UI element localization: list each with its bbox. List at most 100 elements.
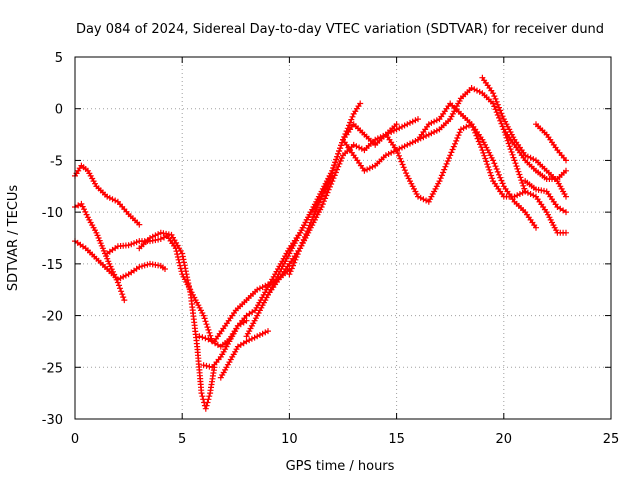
data-point-marker <box>496 104 502 111</box>
series-track-18 <box>522 178 569 216</box>
data-point-marker <box>152 232 159 239</box>
data-point-marker <box>265 328 271 335</box>
data-point-marker <box>484 161 491 168</box>
data-point-marker <box>316 199 323 206</box>
data-point-marker <box>120 294 127 301</box>
data-point-marker <box>453 137 460 144</box>
data-point-marker <box>563 167 569 174</box>
data-point-marker <box>436 178 443 185</box>
data-point-marker <box>202 318 209 325</box>
data-point-marker <box>454 135 461 141</box>
data-point-marker <box>205 326 212 333</box>
data-point-marker <box>157 236 164 242</box>
data-point-marker <box>456 129 463 136</box>
data-point-marker <box>298 242 305 249</box>
data-point-marker <box>505 140 512 147</box>
data-point-marker <box>491 160 498 167</box>
data-point-marker <box>317 196 324 203</box>
data-point-marker <box>125 242 132 249</box>
data-point-marker <box>205 396 212 403</box>
data-point-marker <box>420 196 427 203</box>
data-point-marker <box>497 117 504 124</box>
data-point-marker <box>398 158 405 165</box>
data-point-marker <box>201 315 208 322</box>
data-point-marker <box>448 149 455 156</box>
data-point-marker <box>107 263 114 270</box>
data-point-marker <box>334 153 341 160</box>
data-point-marker <box>333 156 340 163</box>
data-point-marker <box>309 216 315 223</box>
data-point-marker <box>259 284 266 291</box>
data-point-marker <box>118 288 125 295</box>
data-point-marker <box>494 101 501 108</box>
series-track-11 <box>286 121 400 278</box>
data-point-marker <box>415 193 421 200</box>
data-point-marker <box>207 332 214 339</box>
data-point-marker <box>329 178 336 185</box>
data-point-marker <box>473 132 480 139</box>
data-point-marker <box>497 174 504 181</box>
data-point-marker <box>322 195 329 202</box>
data-point-marker <box>510 154 517 161</box>
data-point-marker <box>516 171 523 178</box>
data-point-marker <box>396 152 402 159</box>
data-point-marker <box>508 149 515 155</box>
data-point-marker <box>519 189 526 196</box>
data-point-marker <box>506 143 513 150</box>
data-point-marker <box>117 285 123 292</box>
data-point-marker <box>307 219 314 226</box>
data-point-marker <box>291 259 298 266</box>
data-point-marker <box>496 171 502 178</box>
data-point-marker <box>81 206 87 213</box>
data-point-marker <box>206 393 213 400</box>
data-point-marker <box>331 172 338 179</box>
data-point-marker <box>306 222 313 229</box>
y-tick-label: -15 <box>42 258 63 273</box>
data-point-marker <box>472 129 479 136</box>
data-point-marker <box>497 107 504 114</box>
data-point-marker <box>393 147 400 154</box>
data-point-marker <box>357 100 364 107</box>
data-point-marker <box>256 285 263 292</box>
data-point-marker <box>399 161 406 168</box>
data-point-marker <box>563 229 569 236</box>
data-point-marker <box>83 211 90 218</box>
data-point-marker <box>338 142 345 149</box>
data-point-marker <box>514 165 521 172</box>
data-point-marker <box>438 172 445 179</box>
data-point-marker <box>290 262 296 269</box>
data-point-marker <box>200 396 207 403</box>
data-point-marker <box>498 177 505 184</box>
data-point-marker <box>390 148 397 155</box>
data-point-marker <box>139 263 145 270</box>
data-point-marker <box>483 158 490 165</box>
data-point-marker <box>401 167 408 174</box>
data-point-marker <box>204 399 211 406</box>
data-point-marker <box>423 197 430 204</box>
data-point-marker <box>417 194 424 201</box>
data-point-marker <box>404 141 411 148</box>
data-point-marker <box>319 190 326 197</box>
y-tick-label: 0 <box>55 103 63 118</box>
data-point-marker <box>520 182 527 189</box>
data-point-marker <box>400 164 407 171</box>
data-point-marker <box>147 235 153 241</box>
series-line <box>288 123 398 275</box>
data-point-marker <box>474 87 480 94</box>
data-point-marker <box>490 90 497 97</box>
data-point-marker <box>527 191 534 197</box>
data-point-marker <box>301 233 308 240</box>
data-point-marker <box>248 335 255 342</box>
data-point-marker <box>185 283 192 289</box>
data-point-marker <box>455 132 462 139</box>
data-point-marker <box>288 265 295 272</box>
data-point-marker <box>530 156 537 163</box>
data-point-marker <box>262 282 269 289</box>
data-point-marker <box>325 176 332 183</box>
data-point-marker <box>511 157 518 164</box>
data-point-marker <box>208 337 215 344</box>
data-point-marker <box>256 332 263 338</box>
data-point-marker <box>530 192 537 199</box>
data-point-marker <box>498 110 505 117</box>
